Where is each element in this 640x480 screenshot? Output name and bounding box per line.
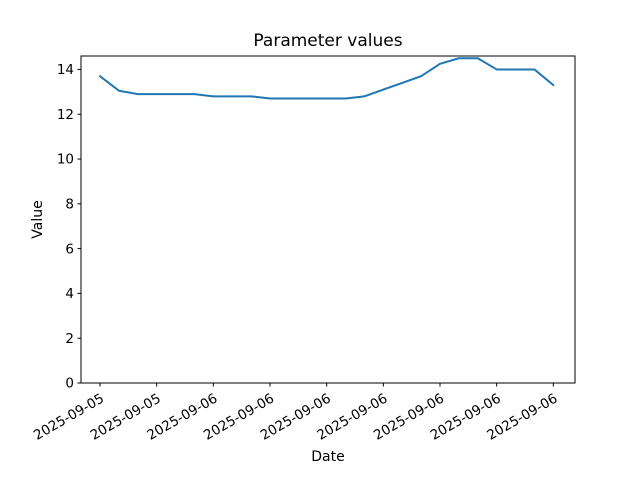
y-axis-label: Value [30,200,46,238]
y-axis: 0 2 4 6 8 10 12 14 [57,62,81,392]
y-tick-label: 14 [57,62,74,78]
plot-border [80,55,576,384]
x-axis-label: Date [311,449,344,465]
data-line-parameter-values [99,57,555,100]
y-tick-label: 0 [65,376,74,392]
y-tick-label: 6 [65,241,74,257]
y-tick-label: 10 [57,152,74,168]
y-tick-label: 8 [65,197,74,213]
y-tick-label: 4 [65,286,74,302]
chart-title: Parameter values [253,31,402,51]
y-tick-label: 12 [57,107,74,123]
y-tick-label: 2 [65,331,74,347]
